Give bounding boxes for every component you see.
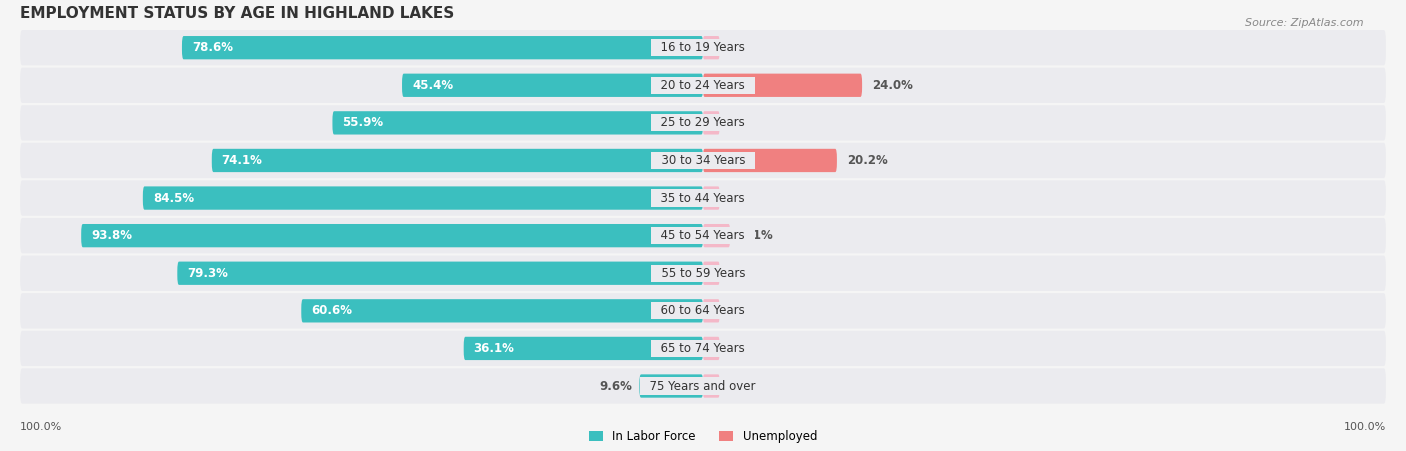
Text: 100.0%: 100.0%	[20, 422, 62, 432]
Text: 100.0%: 100.0%	[1344, 422, 1386, 432]
FancyBboxPatch shape	[703, 36, 720, 60]
Text: EMPLOYMENT STATUS BY AGE IN HIGHLAND LAKES: EMPLOYMENT STATUS BY AGE IN HIGHLAND LAK…	[20, 6, 454, 21]
Text: 0.0%: 0.0%	[713, 380, 745, 392]
Text: 75 Years and over: 75 Years and over	[643, 380, 763, 392]
Text: 25 to 29 Years: 25 to 29 Years	[654, 116, 752, 129]
FancyBboxPatch shape	[82, 224, 703, 247]
Text: 0.0%: 0.0%	[713, 342, 745, 355]
Text: 74.1%: 74.1%	[222, 154, 263, 167]
Text: 84.5%: 84.5%	[153, 192, 194, 205]
FancyBboxPatch shape	[703, 374, 720, 398]
Legend: In Labor Force, Unemployed: In Labor Force, Unemployed	[583, 425, 823, 448]
Text: 60 to 64 Years: 60 to 64 Years	[654, 304, 752, 318]
Text: 93.8%: 93.8%	[91, 229, 132, 242]
Text: 36.1%: 36.1%	[474, 342, 515, 355]
FancyBboxPatch shape	[703, 337, 720, 360]
Text: Source: ZipAtlas.com: Source: ZipAtlas.com	[1246, 18, 1364, 28]
FancyBboxPatch shape	[703, 74, 862, 97]
FancyBboxPatch shape	[703, 262, 720, 285]
Text: 0.0%: 0.0%	[713, 304, 745, 318]
Text: 20.2%: 20.2%	[846, 154, 887, 167]
FancyBboxPatch shape	[703, 186, 720, 210]
FancyBboxPatch shape	[143, 186, 703, 210]
FancyBboxPatch shape	[181, 36, 703, 60]
FancyBboxPatch shape	[20, 293, 1386, 328]
FancyBboxPatch shape	[20, 30, 1386, 65]
Text: 24.0%: 24.0%	[872, 79, 912, 92]
Text: 0.0%: 0.0%	[713, 192, 745, 205]
Text: 16 to 19 Years: 16 to 19 Years	[654, 41, 752, 54]
FancyBboxPatch shape	[332, 111, 703, 134]
FancyBboxPatch shape	[640, 374, 703, 398]
FancyBboxPatch shape	[20, 143, 1386, 178]
Text: 45 to 54 Years: 45 to 54 Years	[654, 229, 752, 242]
Text: 0.0%: 0.0%	[713, 116, 745, 129]
FancyBboxPatch shape	[20, 368, 1386, 404]
Text: 55 to 59 Years: 55 to 59 Years	[654, 267, 752, 280]
FancyBboxPatch shape	[212, 149, 703, 172]
FancyBboxPatch shape	[20, 331, 1386, 366]
FancyBboxPatch shape	[20, 105, 1386, 141]
FancyBboxPatch shape	[20, 180, 1386, 216]
Text: 78.6%: 78.6%	[191, 41, 233, 54]
Text: 79.3%: 79.3%	[187, 267, 228, 280]
FancyBboxPatch shape	[402, 74, 703, 97]
Text: 20 to 24 Years: 20 to 24 Years	[654, 79, 752, 92]
Text: 0.0%: 0.0%	[713, 267, 745, 280]
FancyBboxPatch shape	[703, 224, 730, 247]
FancyBboxPatch shape	[703, 299, 720, 322]
Text: 45.4%: 45.4%	[412, 79, 453, 92]
Text: 9.6%: 9.6%	[600, 380, 633, 392]
FancyBboxPatch shape	[703, 111, 720, 134]
Text: 4.1%: 4.1%	[740, 229, 773, 242]
FancyBboxPatch shape	[20, 68, 1386, 103]
Text: 65 to 74 Years: 65 to 74 Years	[654, 342, 752, 355]
FancyBboxPatch shape	[301, 299, 703, 322]
Text: 35 to 44 Years: 35 to 44 Years	[654, 192, 752, 205]
Text: 0.0%: 0.0%	[713, 41, 745, 54]
FancyBboxPatch shape	[20, 256, 1386, 291]
Text: 55.9%: 55.9%	[343, 116, 384, 129]
FancyBboxPatch shape	[20, 218, 1386, 253]
FancyBboxPatch shape	[464, 337, 703, 360]
Text: 60.6%: 60.6%	[311, 304, 353, 318]
FancyBboxPatch shape	[703, 149, 837, 172]
FancyBboxPatch shape	[177, 262, 703, 285]
Text: 30 to 34 Years: 30 to 34 Years	[654, 154, 752, 167]
